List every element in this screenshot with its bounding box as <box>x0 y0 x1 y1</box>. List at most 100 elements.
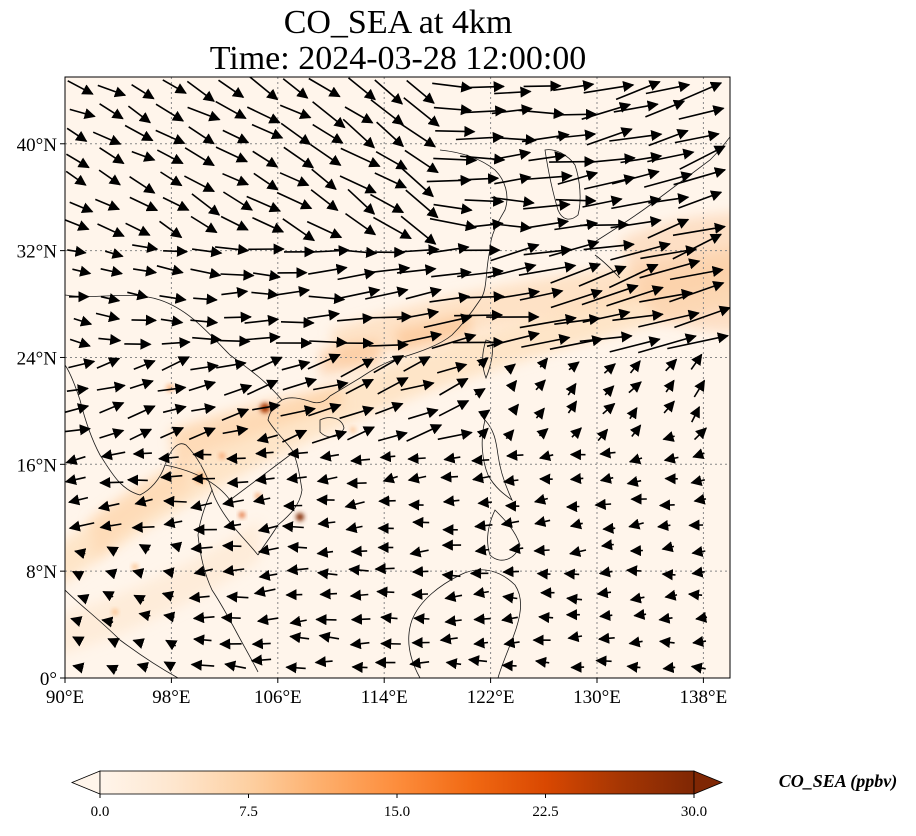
wind-arrow-227 <box>582 308 631 323</box>
wind-arrow-464 <box>133 594 146 606</box>
wind-arrow-336 <box>65 454 86 465</box>
wind-arrow-81 <box>620 151 663 164</box>
wind-arrow-305 <box>407 407 439 420</box>
wind-arrow-11 <box>406 79 435 104</box>
wind-arrow-242 <box>401 330 443 344</box>
wind-arrow-34 <box>461 105 507 117</box>
wind-arrow-147 <box>67 245 87 257</box>
wind-arrow-345 <box>350 454 371 466</box>
wind-arrow-80 <box>584 153 636 165</box>
wind-arrow-443 <box>132 568 145 579</box>
wind-arrow-14 <box>494 86 532 98</box>
wind-arrow-259 <box>281 359 311 371</box>
wind-arrow-17 <box>583 80 635 94</box>
wind-arrow-538 <box>467 655 488 667</box>
wind-arrow-51 <box>342 118 376 149</box>
wind-arrow-479 <box>596 587 612 599</box>
wind-arrow-431 <box>409 546 429 558</box>
wind-arrow-46 <box>188 126 215 145</box>
wind-arrow-59 <box>586 127 633 146</box>
wind-arrow-544 <box>662 661 676 674</box>
wind-arrow-166 <box>640 245 698 260</box>
wind-arrow-473 <box>411 588 429 600</box>
wind-arrow-292 <box>663 379 675 393</box>
wind-arrow-197 <box>308 293 346 305</box>
wind-arrow-507 <box>165 639 178 651</box>
wind-arrow-33 <box>433 104 473 116</box>
wind-arrow-287 <box>505 379 518 393</box>
wind-arrow-281 <box>313 379 349 391</box>
wind-arrow-172 <box>190 267 222 279</box>
wind-arrow-283 <box>377 377 409 395</box>
wind-arrow-495 <box>444 615 462 627</box>
wind-arrow-504 <box>72 636 85 647</box>
wind-arrow-530 <box>224 660 247 672</box>
wind-arrow-302 <box>308 402 342 417</box>
wind-arrow-355 <box>663 452 679 464</box>
colorbar-tick-label-1: 7.5 <box>239 804 258 820</box>
wind-arrow-241 <box>368 339 409 351</box>
wind-arrow-520 <box>567 631 583 643</box>
wind-arrow-425 <box>221 540 242 552</box>
coastline-12 <box>594 254 621 279</box>
wind-arrow-404 <box>223 519 242 531</box>
wind-arrow-274 <box>96 381 126 393</box>
wind-arrow-451 <box>374 563 395 575</box>
wind-arrow-230 <box>674 305 730 329</box>
wind-arrow-15 <box>523 80 562 92</box>
wind-arrow-273 <box>66 384 89 396</box>
wind-arrow-193 <box>193 293 218 305</box>
lat-tick-label-0: 0° <box>40 669 57 690</box>
wind-arrow-320 <box>222 425 249 437</box>
wind-arrow-351 <box>538 450 554 462</box>
wind-arrow-150 <box>163 245 189 257</box>
wind-arrow-69 <box>252 150 279 168</box>
wind-arrow-354 <box>628 453 643 465</box>
wind-arrow-36 <box>518 107 565 120</box>
longitude-ticks: 90°E 98°E 106°E 114°E 122°E 130°E 138°E <box>46 678 727 708</box>
wind-arrow-134 <box>306 220 343 239</box>
wind-arrow-115 <box>370 193 405 214</box>
wind-arrow-118 <box>464 195 505 207</box>
wind-arrow-4 <box>186 80 215 102</box>
wind-arrow-455 <box>502 566 520 578</box>
wind-arrow-388 <box>378 495 396 507</box>
wind-arrow-440 <box>691 545 706 558</box>
wind-arrow-262 <box>373 355 405 374</box>
wind-arrow-528 <box>163 661 177 672</box>
wind-arrow-369 <box>440 471 459 483</box>
wind-arrow-492 <box>350 613 371 625</box>
wind-arrow-378 <box>68 494 89 506</box>
wind-arrow-90 <box>253 172 279 191</box>
wind-arrow-468 <box>253 585 276 597</box>
lon-tick-label-3: 114°E <box>361 687 408 708</box>
wind-arrow-178 <box>367 263 411 275</box>
wind-arrow-113 <box>310 189 339 211</box>
wind-arrow-472 <box>376 586 395 598</box>
wind-arrow-448 <box>286 564 309 576</box>
hotspot-1 <box>296 513 304 521</box>
map-title: CO_SEA at 4km <box>283 4 513 41</box>
wind-arrow-523 <box>658 636 675 648</box>
wind-arrow-524 <box>692 635 707 648</box>
wind-arrow-316 <box>99 428 125 439</box>
wind-arrow-204 <box>519 287 564 301</box>
wind-arrow-133 <box>282 218 316 242</box>
wind-arrow-135 <box>345 212 377 236</box>
wind-arrow-117 <box>433 203 473 215</box>
colorbar: 0.0 7.5 15.0 22.5 30.0 CO_SEA (ppbv) <box>70 770 897 820</box>
wind-arrow-75 <box>433 154 478 166</box>
wind-arrow-491 <box>315 614 337 626</box>
wind-arrow-10 <box>374 79 404 105</box>
wind-arrow-517 <box>473 637 489 649</box>
wind-arrow-465 <box>161 590 175 602</box>
wind-arrow-539 <box>501 660 517 672</box>
wind-arrow-196 <box>275 285 311 298</box>
wind-arrow-125 <box>678 190 723 209</box>
wind-arrow-102 <box>611 168 660 185</box>
wind-arrow-148 <box>104 248 124 259</box>
wind-arrow-367 <box>382 472 398 484</box>
wind-arrow-225 <box>519 314 577 329</box>
wind-arrow-335 <box>693 427 707 441</box>
